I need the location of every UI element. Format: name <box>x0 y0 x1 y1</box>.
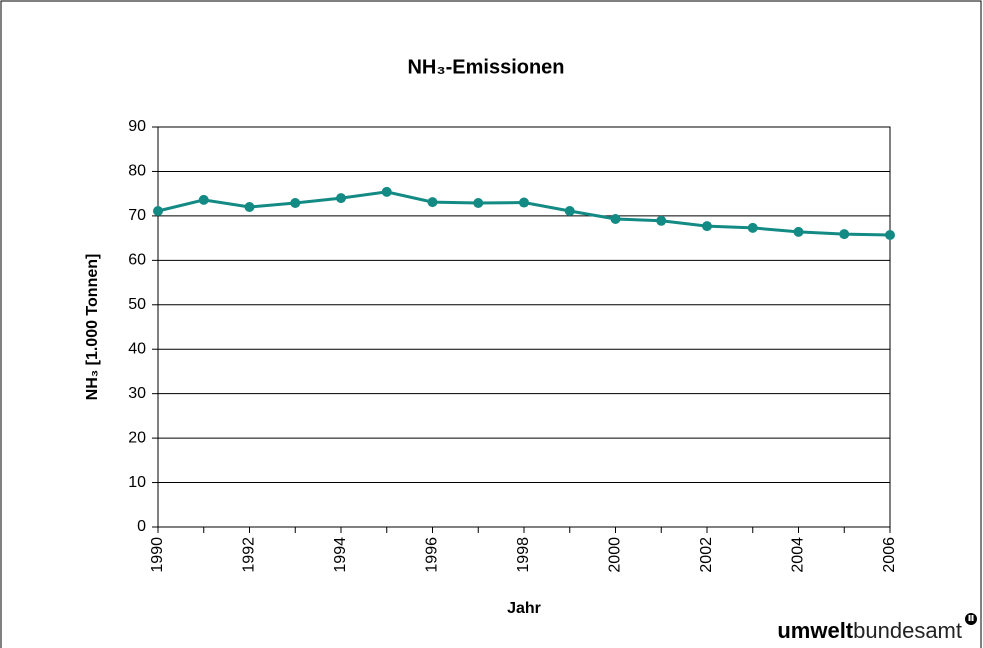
y-tick-label: 20 <box>128 429 146 446</box>
y-tick-label: 70 <box>128 207 146 224</box>
data-point <box>290 198 301 208</box>
data-point <box>381 186 392 197</box>
y-axis-label: NH₃ [1.000 Tonnen] <box>84 254 101 401</box>
x-tick-label: 1998 <box>515 537 532 573</box>
x-tick-label: 2004 <box>790 537 807 573</box>
x-tick-label: 2006 <box>881 537 898 573</box>
data-point <box>656 215 667 226</box>
data-point <box>564 206 575 216</box>
y-tick-label: 50 <box>128 296 146 313</box>
data-point <box>702 221 712 232</box>
data-point <box>610 214 621 224</box>
data-point <box>198 194 209 205</box>
y-tick-label: 30 <box>128 385 146 402</box>
data-point <box>519 197 529 208</box>
data-point <box>747 222 758 233</box>
logo-icon <box>965 613 977 625</box>
x-tick-label: 1994 <box>332 537 349 573</box>
y-tick-label: 90 <box>128 118 146 135</box>
chart-title: NH₃-Emissionen <box>407 56 564 78</box>
data-point <box>839 229 850 240</box>
x-axis-label: Jahr <box>507 600 541 617</box>
y-tick-label: 60 <box>128 252 146 269</box>
x-tick-label: 1996 <box>424 537 441 573</box>
x-tick-label: 2002 <box>698 537 715 573</box>
data-point <box>793 226 804 237</box>
data-point <box>153 206 163 216</box>
y-tick-label: 80 <box>128 163 146 180</box>
data-point <box>473 198 484 208</box>
y-tick-label: 10 <box>128 474 146 491</box>
logo-bold: umwelt <box>777 618 853 643</box>
data-point <box>244 202 255 212</box>
data-point <box>336 193 346 204</box>
y-tick-label: 40 <box>128 340 146 357</box>
data-point <box>427 197 438 208</box>
data-point <box>885 230 895 240</box>
x-tick-label: 1990 <box>149 537 166 573</box>
x-tick-label: 1992 <box>241 537 258 573</box>
x-tick-label: 2000 <box>607 537 624 573</box>
y-tick-label: 0 <box>137 518 146 535</box>
logo-regular: bundesamt <box>853 618 962 643</box>
logo: umweltbundesamt <box>777 618 962 643</box>
